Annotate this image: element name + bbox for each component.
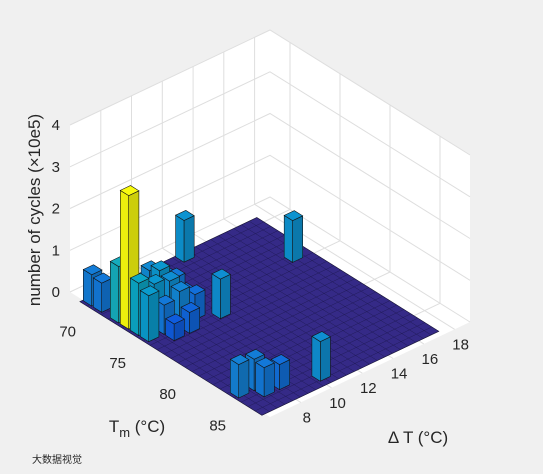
grid-line-x: [254, 37, 455, 330]
x-tick-label: 12: [360, 380, 377, 397]
bar-face-side: [311, 335, 321, 382]
bar-face-top: [255, 357, 275, 369]
z-tick-label: 3: [52, 159, 60, 176]
bar-face-top: [170, 281, 191, 292]
floor-grid-line: [156, 265, 334, 350]
bar-face-top: [129, 272, 150, 284]
y-axis-label-unit: (°C): [130, 417, 165, 436]
floor-grid-line: [184, 282, 362, 368]
bar-face-side: [211, 273, 221, 320]
bar-face-side: [140, 289, 149, 343]
bar: [283, 210, 304, 263]
bar-face-side: [175, 214, 185, 263]
floor-grid-line: [79, 301, 263, 416]
bar: [311, 331, 332, 382]
floor-grid-line: [247, 322, 425, 407]
floor-grid-line: [177, 278, 355, 364]
x-tick-label: 10: [329, 395, 346, 412]
bar-face-top: [245, 348, 265, 360]
bar-face-front: [183, 215, 195, 263]
bar-face-top: [229, 354, 250, 365]
floor-grid-line: [254, 326, 432, 412]
y-axis-label: Tm (°C): [109, 417, 165, 440]
bar-face-side: [130, 277, 139, 337]
bar-face-top: [139, 285, 160, 297]
bar-face-top: [160, 270, 181, 282]
bar-face-top: [174, 210, 195, 221]
y-tick-label: 80: [159, 386, 176, 403]
grid-line-z: [69, 29, 471, 156]
bar-face-top: [311, 331, 332, 342]
floor-grid-line: [261, 331, 439, 416]
z-tick-label: 2: [52, 201, 60, 218]
bar: [229, 354, 250, 399]
bar-face-top: [145, 273, 165, 285]
bar-face-top: [211, 268, 232, 280]
floor-grid-line: [170, 274, 348, 359]
bar-face-top: [82, 264, 103, 276]
z-tick-label: 4: [52, 117, 60, 134]
bar-face-front: [238, 359, 250, 399]
x-tick-label: 8: [303, 409, 311, 426]
bar: [139, 285, 160, 343]
grid-line-z: [69, 112, 471, 239]
bar-face-top: [165, 313, 185, 325]
bar-face-top: [119, 185, 140, 196]
bar: [211, 268, 232, 320]
bar-face-front: [319, 336, 331, 382]
bar-face-front: [220, 273, 231, 320]
bar-face-top: [180, 302, 201, 313]
bar-face-top: [155, 294, 175, 306]
x-tick-label: 16: [422, 351, 439, 368]
z-tick-label: 1: [52, 242, 60, 259]
x-tick-label: 14: [391, 366, 408, 383]
bar-face-side: [93, 277, 102, 313]
bar-face-front: [263, 362, 275, 398]
bar-face-top: [150, 260, 171, 272]
bar-face-side: [230, 358, 239, 399]
grid-line-z: [69, 71, 471, 198]
bar-face-top: [270, 354, 291, 365]
y-tick-label: 75: [109, 355, 126, 372]
x-axis-label: Δ T (°C): [388, 428, 448, 447]
y-axis-label-sub: m: [119, 425, 130, 440]
bar-face-side: [120, 189, 129, 330]
bar: [174, 210, 195, 263]
floor-grid-line: [191, 287, 369, 372]
z-tick-label: 0: [52, 284, 60, 301]
bars-group: [82, 185, 332, 399]
bar-face-side: [283, 214, 293, 263]
bar: [255, 357, 275, 398]
watermark: 大数据视觉: [32, 453, 82, 466]
bar-face-top: [283, 210, 304, 221]
bar: [92, 272, 113, 313]
y-axis-label-base: T: [109, 417, 119, 436]
y-tick-label: 70: [59, 324, 76, 341]
bar-face-side: [110, 260, 119, 324]
bar-face-front: [292, 215, 304, 263]
bar: [165, 313, 185, 342]
bar-face-top: [185, 284, 206, 296]
x-tick-label: 18: [452, 336, 469, 353]
floor-grid-line: [198, 291, 376, 377]
bar-face-side: [83, 268, 92, 307]
floor-grid-line: [163, 269, 341, 355]
z-axis-label: number of cycles (×10e5): [25, 114, 44, 306]
bar-face-side: [255, 361, 265, 398]
y-tick-label: 85: [209, 417, 226, 434]
bar-face-front: [148, 290, 160, 343]
